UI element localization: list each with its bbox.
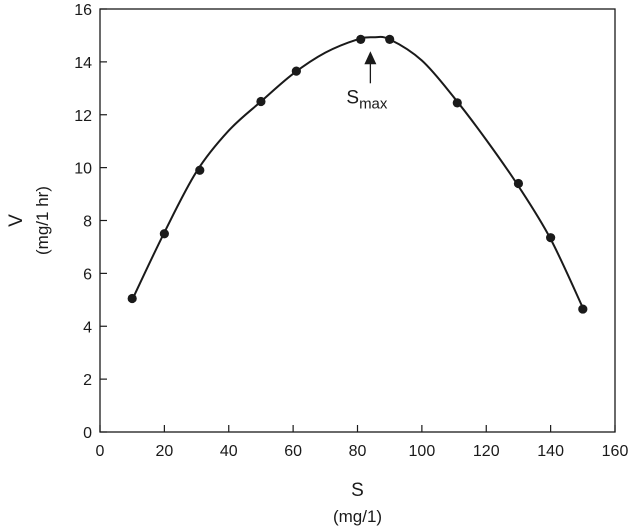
y-tick-label-7: 14	[74, 55, 92, 72]
smax-annotation: Smax	[346, 51, 388, 112]
data-point-1	[159, 229, 169, 239]
axes-layer	[99, 8, 616, 433]
y-tick-label-6: 12	[74, 108, 92, 125]
y-tick-label-0: 0	[83, 425, 92, 442]
y-tick-label-5: 10	[74, 161, 92, 178]
fit-curve	[131, 35, 584, 309]
x-tick-label-6: 120	[473, 443, 500, 460]
x-tick-label-2: 40	[220, 443, 238, 460]
x-tick-label-7: 140	[537, 443, 564, 460]
data-point-5	[356, 34, 366, 45]
y-tick-label-2: 4	[83, 319, 92, 336]
y-tick-label-3: 6	[83, 266, 92, 283]
data-point-9	[546, 233, 556, 243]
data-point-4	[291, 66, 301, 76]
data-point-10	[578, 304, 588, 314]
plot-frame	[99, 8, 616, 433]
data-point-0	[127, 293, 137, 304]
data-point-8	[513, 178, 524, 189]
x-tick-label-3: 60	[284, 443, 302, 460]
x-axis-unit: (mg/1)	[333, 507, 382, 526]
smax-label-subscript: max	[359, 95, 388, 112]
x-ticks: 0 20 40 60 80 100 120 140 160	[96, 425, 629, 460]
smax-arrow-head	[364, 51, 377, 65]
y-axis-unit: (mg/1 hr)	[33, 186, 52, 255]
x-axis-title: S	[351, 480, 364, 501]
data-point-6	[385, 34, 395, 45]
data-point-7	[452, 98, 462, 108]
y-tick-label-8: 16	[74, 2, 92, 19]
y-ticks: 0 2 4 6 8 10 12 14 16	[74, 2, 107, 442]
x-tick-label-0: 0	[96, 443, 105, 460]
y-tick-label-4: 8	[83, 214, 92, 231]
data-point-3	[256, 96, 266, 107]
x-tick-label-1: 20	[155, 443, 173, 460]
y-axis-title: V	[6, 214, 27, 227]
data-point-2	[195, 165, 205, 175]
y-tick-label-1: 2	[83, 372, 92, 389]
smax-label: Smax	[346, 87, 388, 112]
x-tick-label-4: 80	[349, 443, 367, 460]
y-axis-title-group: V (mg/1 hr)	[6, 186, 52, 255]
fit-curve-layer	[131, 35, 584, 309]
x-tick-label-5: 100	[409, 443, 436, 460]
smax-label-main: S	[346, 87, 359, 108]
x-tick-label-8: 160	[602, 443, 629, 460]
data-points-layer	[127, 34, 588, 314]
